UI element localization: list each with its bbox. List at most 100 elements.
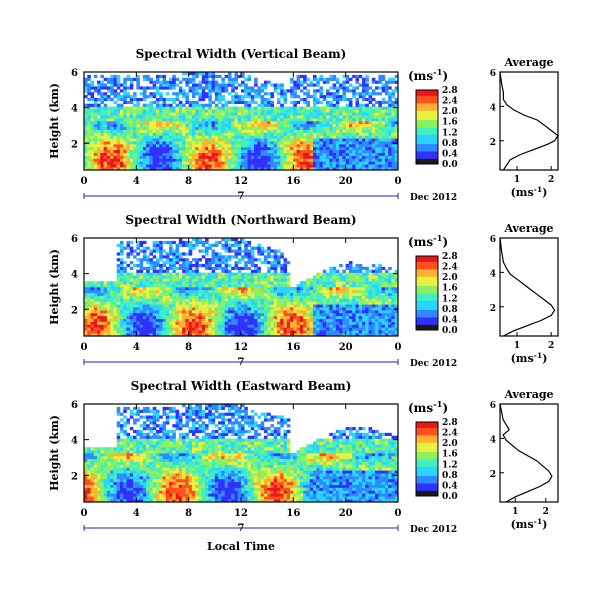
heatmap-cell	[218, 275, 222, 279]
heatmap-cell	[87, 83, 91, 87]
heatmap-cell	[316, 164, 320, 168]
heatmap-cell	[100, 109, 104, 113]
heatmap-cell	[103, 167, 108, 171]
heatmap-cell	[241, 115, 245, 119]
heatmap-cell	[175, 249, 180, 253]
heatmap-cell	[322, 167, 327, 171]
heatmap-cell	[254, 263, 258, 268]
heatmap-cell	[391, 152, 396, 156]
heatmap-cell	[155, 246, 160, 250]
heatmap-cell	[136, 269, 140, 273]
heatmap-cell	[306, 135, 310, 139]
heatmap-cell	[322, 138, 327, 142]
heatmap-cell	[139, 301, 144, 305]
heatmap-cell	[348, 333, 353, 337]
heatmap-cell	[231, 161, 235, 165]
heatmap-cell	[299, 324, 304, 328]
heatmap-cell	[296, 310, 301, 314]
heatmap-cell	[169, 132, 173, 136]
heatmap-cell	[384, 80, 389, 84]
heatmap-cell	[116, 298, 121, 302]
heatmap-cell	[227, 275, 232, 279]
heatmap-cell	[303, 295, 307, 299]
heatmap-cell	[270, 135, 275, 139]
heatmap-cell	[84, 295, 88, 299]
heatmap-cell	[257, 243, 261, 247]
heatmap-cell	[355, 118, 360, 122]
heatmap-cell	[136, 123, 140, 128]
heatmap-cell	[303, 161, 307, 165]
heatmap-cell	[342, 83, 346, 87]
heatmap-cell	[97, 106, 101, 110]
heatmap-cell	[224, 158, 229, 162]
heatmap-cell	[106, 89, 111, 93]
heatmap-cell	[155, 164, 160, 168]
heatmap-cell	[244, 103, 248, 107]
heatmap-cell	[191, 272, 196, 276]
heatmap-cell	[211, 161, 216, 165]
heatmap-cell	[319, 321, 324, 325]
heatmap-cell	[296, 287, 301, 291]
heatmap-cell	[237, 161, 242, 165]
heatmap-cell	[87, 281, 91, 285]
heatmap-cell	[280, 95, 284, 99]
heatmap-cell	[93, 115, 98, 119]
heatmap-cell	[205, 315, 209, 319]
heatmap-cell	[316, 161, 320, 165]
heatmap-cell	[296, 161, 301, 165]
heatmap-cell	[119, 249, 124, 253]
heatmap-cell	[306, 103, 310, 107]
heatmap-cell	[224, 146, 229, 151]
heatmap-cell	[103, 97, 108, 102]
heatmap-cell	[250, 261, 255, 265]
heatmap-cell	[159, 92, 163, 96]
heatmap-cell	[175, 164, 180, 168]
heatmap-cell	[119, 97, 124, 102]
heatmap-cell	[214, 284, 219, 288]
heatmap-cell	[175, 103, 180, 107]
colorbar-tick-label: 1.2	[442, 128, 458, 138]
heatmap-cell	[188, 123, 193, 128]
heatmap-cell	[381, 149, 386, 153]
heatmap-cell	[139, 312, 144, 317]
heatmap-cell	[237, 312, 242, 317]
colorbar-band	[416, 108, 438, 111]
heatmap-cell	[273, 312, 278, 317]
heatmap-cell	[339, 164, 343, 168]
heatmap-cell	[247, 281, 252, 285]
heatmap-cell	[329, 86, 333, 90]
heatmap-cell	[293, 318, 297, 322]
heatmap-cell	[339, 155, 343, 159]
heatmap-cell	[191, 74, 196, 79]
heatmap-cell	[283, 310, 288, 314]
heatmap-cell	[237, 258, 242, 262]
heatmap-cell	[126, 275, 131, 279]
heatmap-cell	[260, 149, 265, 153]
heatmap-cell	[198, 327, 203, 331]
heatmap-cell	[142, 152, 147, 156]
heatmap-cell	[87, 167, 91, 171]
heatmap-cell	[283, 100, 288, 104]
heatmap-cell	[312, 100, 317, 104]
heatmap-cell	[198, 138, 203, 142]
heatmap-cell	[126, 263, 131, 268]
heatmap-cell	[87, 161, 91, 165]
heatmap-cell	[182, 292, 186, 296]
heatmap-cell	[191, 312, 196, 317]
heatmap-cell	[254, 95, 258, 99]
heatmap-cell	[391, 138, 396, 142]
heatmap-cell	[159, 118, 163, 122]
heatmap-cell	[136, 121, 140, 125]
heatmap-cell	[123, 83, 127, 87]
heatmap-cell	[84, 132, 88, 136]
heatmap-cell	[280, 333, 284, 337]
heatmap-cell	[208, 123, 212, 128]
heatmap-cell	[247, 278, 252, 282]
heatmap-cell	[119, 284, 124, 288]
heatmap-cell	[263, 272, 268, 276]
heatmap-cell	[316, 284, 320, 288]
heatmap-cell	[152, 278, 157, 282]
heatmap-cell	[342, 327, 346, 331]
heatmap-cell	[237, 164, 242, 168]
heatmap-cell	[129, 155, 134, 159]
